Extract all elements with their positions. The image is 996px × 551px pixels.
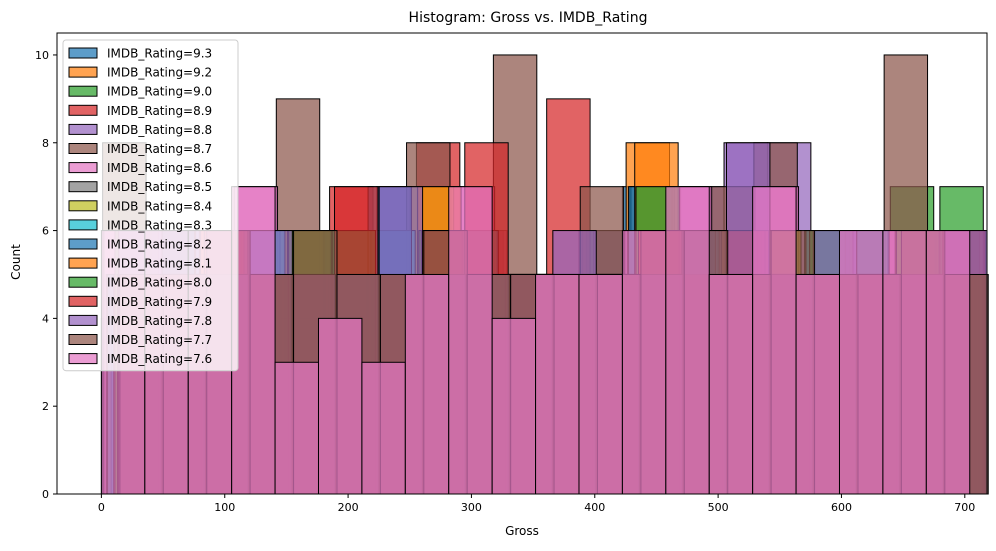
histogram-bar (274, 361, 319, 495)
histogram-bar (621, 230, 667, 495)
legend-swatch (68, 104, 98, 116)
y-tick-label: 8 (42, 137, 49, 150)
x-axis-label: Gross (505, 524, 539, 538)
legend-label: IMDB_Rating=7.9 (107, 295, 212, 309)
y-tick-label: 0 (42, 488, 49, 501)
histogram-bar (361, 361, 406, 495)
histogram-bar (448, 186, 493, 495)
legend-swatch (68, 257, 98, 269)
y-axis-label: Count (9, 244, 23, 280)
legend-label: IMDB_Rating=8.8 (107, 123, 212, 137)
x-tick-label: 600 (831, 501, 852, 514)
x-tick-label: 0 (98, 501, 105, 514)
x-tick-label: 100 (214, 501, 235, 514)
legend-label: IMDB_Rating=8.5 (107, 180, 212, 194)
legend-label: IMDB_Rating=8.2 (107, 238, 212, 252)
legend-swatch (68, 123, 98, 135)
legend: IMDB_Rating=9.3 IMDB_Rating=9.2 IMDB_Ratin… (62, 39, 239, 372)
histogram-bar (404, 273, 450, 495)
axes-layer: 0 100 200 300 400 500 600 700 0 2 4 6 8 10 (35, 32, 988, 514)
histogram-bar (665, 186, 710, 495)
legend-label: IMDB_Rating=7.7 (107, 333, 212, 347)
histogram-bar (317, 317, 363, 495)
histogram-bar (491, 317, 537, 495)
histogram-bar (535, 273, 580, 495)
histogram-bar (752, 186, 797, 495)
legend-swatch (68, 66, 98, 78)
y-tick-label: 2 (42, 400, 49, 413)
histogram-bar (838, 230, 884, 495)
legend-swatch (68, 47, 98, 59)
legend-label: IMDB_Rating=7.8 (107, 314, 212, 328)
legend-label: IMDB_Rating=7.6 (107, 352, 212, 366)
x-tick-label: 700 (954, 501, 975, 514)
legend-swatch (68, 314, 98, 326)
x-tick-label: 400 (584, 501, 605, 514)
histogram-bar (882, 230, 927, 495)
legend-label: IMDB_Rating=8.3 (107, 218, 212, 232)
x-tick-label: 500 (708, 501, 729, 514)
legend-label: IMDB_Rating=8.6 (107, 161, 212, 175)
histogram-bar (708, 273, 754, 495)
histogram-bar (795, 273, 840, 495)
legend-label: IMDB_Rating=9.3 (107, 47, 212, 61)
legend-swatch (68, 295, 98, 307)
y-tick-label: 4 (42, 312, 49, 325)
legend-box (62, 39, 239, 372)
legend-swatch (68, 200, 98, 212)
chart-title: Histogram: Gross vs. IMDB_Rating (409, 10, 648, 26)
histogram-bar (578, 273, 623, 495)
legend-swatch (68, 238, 98, 250)
legend-swatch (68, 334, 98, 345)
y-tick-label: 10 (35, 49, 49, 62)
legend-label: IMDB_Rating=8.1 (107, 257, 212, 271)
x-tick-label: 300 (461, 501, 482, 514)
legend-swatch (68, 85, 98, 97)
legend-swatch (68, 276, 98, 288)
legend-swatch (68, 181, 98, 193)
legend-label: IMDB_Rating=9.0 (107, 85, 212, 99)
legend-label: IMDB_Rating=8.7 (107, 142, 212, 156)
legend-swatch (68, 219, 98, 231)
histogram-bar (925, 230, 971, 495)
legend-swatch (68, 353, 98, 365)
x-tick-label: 200 (338, 501, 359, 514)
legend-swatch (68, 143, 98, 154)
legend-label: IMDB_Rating=9.2 (107, 66, 212, 80)
legend-swatch (68, 162, 98, 174)
y-tick-label: 6 (42, 225, 49, 238)
plot-frame (56, 32, 988, 495)
legend-label: IMDB_Rating=8.0 (107, 276, 212, 290)
legend-label: IMDB_Rating=8.4 (107, 199, 212, 213)
legend-label: IMDB_Rating=8.9 (107, 104, 212, 118)
